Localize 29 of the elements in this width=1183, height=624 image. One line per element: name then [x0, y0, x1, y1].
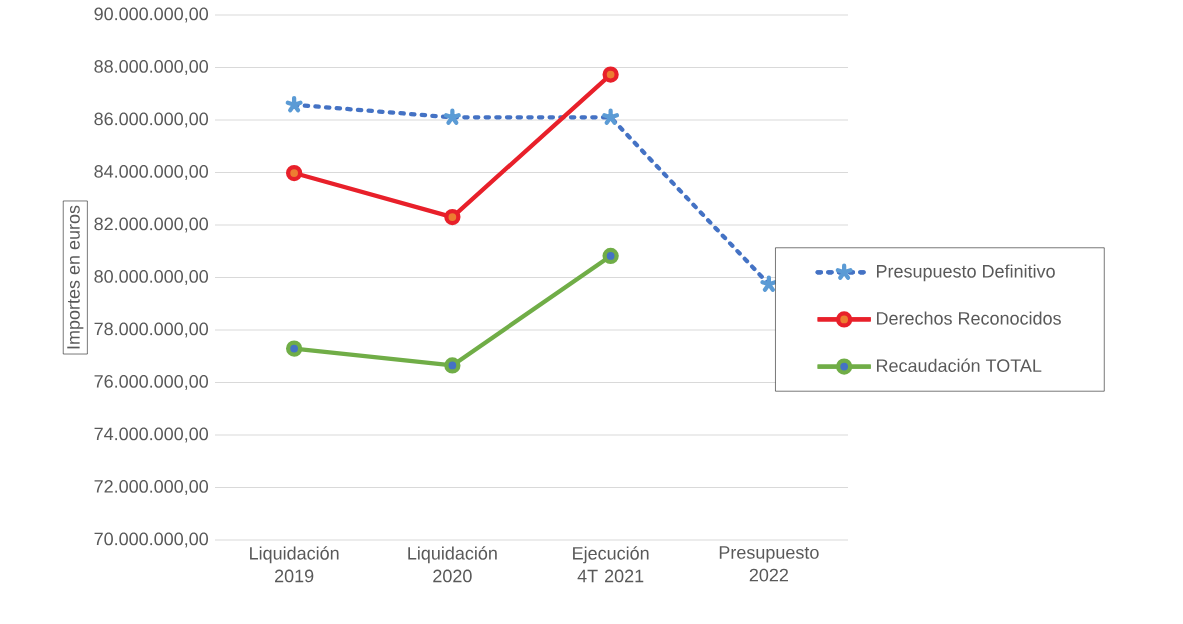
x-tick-label: Liquidación 2019 [250, 546, 339, 583]
legend-label: Derechos Reconocidos [877, 311, 1061, 325]
y-axis-title: Importes en euros [67, 205, 84, 349]
legend-label: Recaudación TOTAL [877, 358, 1042, 373]
point [444, 208, 461, 226]
x-tick-label: Liquidación 2020 [408, 546, 497, 583]
point [285, 340, 303, 357]
x-tick-label: Ejecución 4T 2021 [573, 546, 649, 583]
x-tick-label: Presupuesto 2022 [719, 546, 819, 582]
y-tick-label: 74.000.000,00 [94, 427, 209, 443]
y-tick-label: 78.000.000,00 [94, 322, 209, 338]
point [285, 164, 303, 182]
legend-label: Presupuesto Definitivo [877, 264, 1055, 282]
point [602, 66, 619, 83]
y-tick-label: 82.000.000,00 [94, 217, 209, 233]
point [602, 247, 619, 265]
y-tick-label: 80.000.000,00 [94, 270, 209, 285]
y-tick-label: 72.000.000,00 [94, 480, 209, 495]
y-tick-label: 76.000.000,00 [94, 375, 209, 390]
y-tick-label: 88.000.000,00 [94, 60, 209, 75]
point [760, 275, 778, 292]
y-tick-label: 70.000.000,00 [94, 532, 209, 548]
y-tick-label: 86.000.000,00 [94, 112, 209, 128]
point [285, 95, 303, 113]
y-tick-label: 90.000.000,00 [94, 7, 209, 23]
point [602, 108, 620, 125]
point [444, 357, 461, 374]
y-tick-label: 84.000.000,00 [94, 165, 209, 180]
point [443, 108, 461, 125]
